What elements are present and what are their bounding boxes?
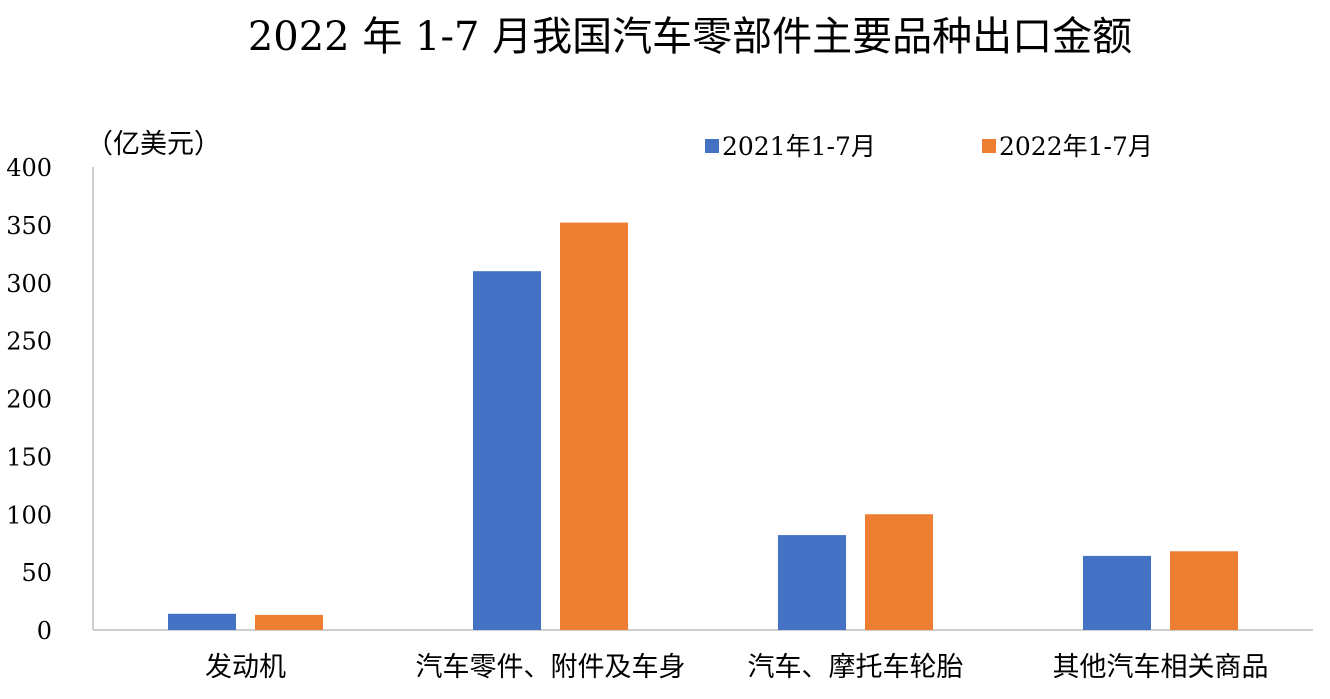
bar [473,271,541,630]
bar [778,535,846,630]
legend-swatch [982,139,996,153]
bar [560,222,628,630]
bar [865,514,933,630]
y-tick-label: 100 [6,501,52,529]
bar-group [168,222,1238,630]
y-axis: 0 50 100 150 200 250 300 350 400 [6,154,94,645]
legend-swatch [705,139,719,153]
y-tick-label: 350 [6,212,52,240]
category-labels: 发动机 汽车零件、附件及车身 汽车、摩托车轮胎 其他汽车相关商品 [205,652,1269,683]
x-category-label: 其他汽车相关商品 [1053,652,1269,683]
y-tick-label: 400 [6,154,52,182]
x-category-label: 汽车零件、附件及车身 [416,652,686,683]
chart-title: 2022 年 1-7 月我国汽车零部件主要品种出口金额 [248,14,1132,60]
y-tick-label: 300 [6,270,52,298]
legend: 2021年1-7月 2022年1-7月 [705,132,1153,161]
x-category-label: 汽车、摩托车轮胎 [748,652,964,683]
bar [1083,555,1151,630]
bar [1170,551,1238,630]
y-tick-label: 200 [6,386,52,414]
y-tick-label: 250 [6,328,52,356]
y-tick-label: 0 [37,617,52,645]
y-tick-label: 150 [6,443,52,471]
x-category-label: 发动机 [205,652,286,683]
legend-label: 2021年1-7月 [722,132,876,161]
y-axis-unit-label: （亿美元） [86,129,221,160]
legend-label: 2022年1-7月 [999,132,1153,161]
y-tick-label: 50 [21,559,52,587]
bar [168,613,236,630]
bar [255,614,323,630]
